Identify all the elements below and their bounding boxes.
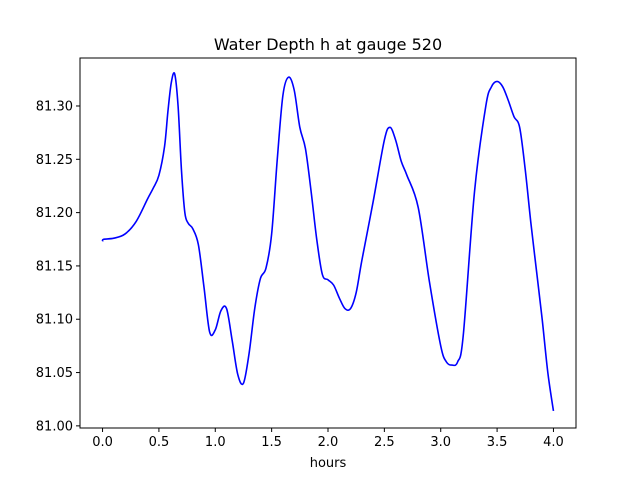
x-tick-label: 4.0: [543, 435, 564, 450]
x-tick-label: 0.0: [92, 435, 113, 450]
y-tick-label: 81.00: [36, 419, 73, 434]
x-tick-label: 3.5: [487, 435, 508, 450]
y-tick-label: 81.30: [36, 99, 73, 114]
x-tick-label: 3.0: [430, 435, 451, 450]
y-tick-label: 81.25: [36, 153, 73, 168]
y-tick-label: 81.05: [36, 366, 73, 381]
series-line-0: [101, 71, 555, 412]
axes-frame: [79, 57, 577, 429]
x-tick-label: 0.5: [149, 435, 170, 450]
chart-title: Water Depth h at gauge 520: [214, 35, 442, 54]
x-tick-label: 2.5: [374, 435, 395, 450]
x-tick-label: 1.0: [205, 435, 226, 450]
plot-area: [101, 71, 555, 412]
y-tick-label: 81.15: [36, 259, 73, 274]
axes: 0.0 0.5 1.0 1.5 2.0 2.5 3.0 3.5 4.0 81.00 81.05 81.…: [36, 99, 564, 450]
y-tick-label: 81.20: [36, 206, 73, 221]
y-tick-label: 81.10: [36, 313, 73, 328]
x-tick-label: 2.0: [318, 435, 339, 450]
x-tick-label: 1.5: [261, 435, 282, 450]
x-axis-title: hours: [310, 456, 347, 471]
